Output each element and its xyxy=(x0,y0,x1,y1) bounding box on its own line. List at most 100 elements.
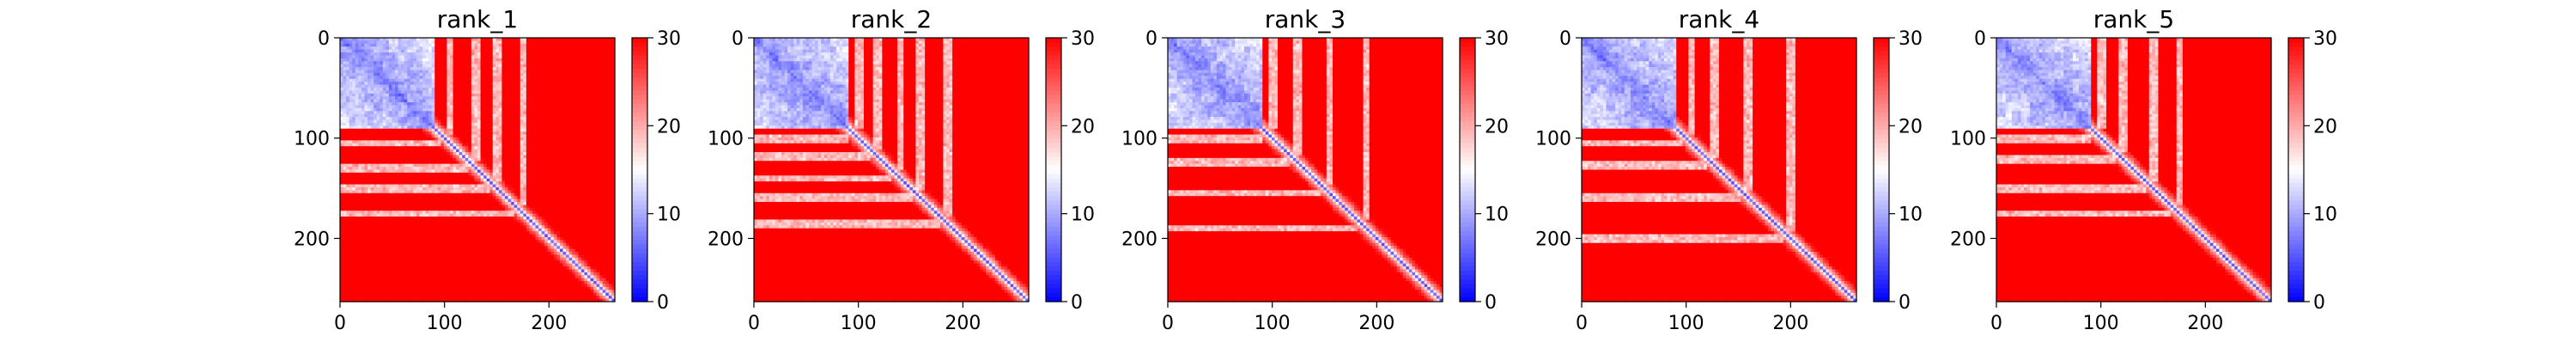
heatmap-cell xyxy=(508,129,512,132)
heatmap-cell xyxy=(529,140,532,143)
heatmap-cell xyxy=(599,55,603,58)
heatmap-cell xyxy=(383,100,386,103)
heatmap-cell xyxy=(542,70,545,74)
heatmap-cell xyxy=(371,46,374,50)
heatmap-cell xyxy=(395,94,398,97)
heatmap-cell xyxy=(447,137,450,141)
heatmap-cell xyxy=(355,85,359,89)
heatmap-cell xyxy=(386,76,389,79)
heatmap-cell xyxy=(517,94,520,97)
heatmap-cell xyxy=(352,96,355,100)
heatmap-cell xyxy=(587,58,591,62)
heatmap-cell xyxy=(520,88,524,91)
heatmap-cell xyxy=(395,111,398,114)
heatmap-cell xyxy=(575,114,579,118)
heatmap-cell xyxy=(572,96,575,100)
heatmap-cell xyxy=(404,64,408,68)
heatmap-cell xyxy=(465,46,469,50)
heatmap-cell xyxy=(343,125,347,129)
heatmap-cell xyxy=(548,123,551,126)
heatmap-cell xyxy=(514,111,518,114)
heatmap-cell xyxy=(544,70,548,74)
heatmap-cell xyxy=(483,38,487,41)
heatmap-cell xyxy=(569,129,573,132)
heatmap-cell xyxy=(508,117,512,120)
heatmap-cell xyxy=(361,44,365,47)
heatmap-cell xyxy=(352,114,355,118)
heatmap-cell xyxy=(392,90,395,94)
heatmap-cell xyxy=(459,143,463,147)
heatmap-cell xyxy=(523,52,526,56)
heatmap-cell xyxy=(508,100,512,103)
heatmap-cell xyxy=(609,135,612,138)
heatmap-cell xyxy=(358,96,361,100)
heatmap-cell xyxy=(508,143,512,147)
heatmap-cell xyxy=(380,102,383,106)
heatmap-cell xyxy=(364,38,368,41)
heatmap-cell xyxy=(413,58,416,62)
heatmap-cell xyxy=(426,135,429,138)
heatmap-cell xyxy=(554,146,557,150)
heatmap-cell xyxy=(523,114,526,118)
heatmap-cell xyxy=(591,79,594,82)
heatmap-cell xyxy=(481,52,484,56)
heatmap-cell xyxy=(368,61,371,64)
heatmap-cell xyxy=(374,120,377,124)
heatmap-cell xyxy=(501,38,505,41)
heatmap-cell xyxy=(587,79,591,82)
heatmap-cell xyxy=(346,120,349,124)
heatmap-cell xyxy=(419,125,422,129)
heatmap-cell xyxy=(560,135,563,138)
heatmap-cell xyxy=(529,137,532,141)
heatmap-cell xyxy=(377,131,380,135)
heatmap-cell xyxy=(599,76,603,79)
heatmap-cell xyxy=(523,79,526,82)
heatmap-cell xyxy=(343,44,347,47)
heatmap-cell xyxy=(392,137,395,141)
heatmap-cell xyxy=(505,61,508,64)
heatmap-cell xyxy=(523,70,526,74)
heatmap-cell xyxy=(380,137,383,141)
heatmap-cell xyxy=(438,117,441,120)
heatmap-cell xyxy=(465,76,469,79)
heatmap-cell xyxy=(581,108,585,112)
heatmap-cell xyxy=(380,44,383,47)
heatmap-cell xyxy=(456,58,459,62)
heatmap-cell xyxy=(591,117,594,120)
heatmap-cell xyxy=(591,146,594,150)
heatmap-cell xyxy=(434,105,438,108)
heatmap-cell xyxy=(597,46,600,50)
heatmap-cell xyxy=(440,137,444,141)
heatmap-cell xyxy=(569,46,573,50)
heatmap-cell xyxy=(422,82,426,85)
heatmap-cell xyxy=(459,146,463,150)
heatmap-cell xyxy=(523,131,526,135)
heatmap-cell xyxy=(584,44,587,47)
heatmap-cell xyxy=(422,40,426,44)
heatmap-cell xyxy=(444,123,447,126)
heatmap-cell xyxy=(426,111,429,114)
heatmap-cell xyxy=(401,94,404,97)
heatmap-cell xyxy=(563,111,567,114)
heatmap-cell xyxy=(542,64,545,68)
heatmap-cell xyxy=(358,140,361,143)
heatmap-cell xyxy=(508,111,512,114)
heatmap-cell xyxy=(489,96,493,100)
heatmap-cell xyxy=(477,38,481,41)
heatmap-cell xyxy=(368,70,371,74)
heatmap-cell xyxy=(404,94,408,97)
heatmap-cell xyxy=(410,105,414,108)
heatmap-cell xyxy=(495,123,499,126)
heatmap-cell xyxy=(471,40,475,44)
heatmap-cell xyxy=(489,52,493,56)
heatmap-cell xyxy=(456,100,459,103)
heatmap-cell xyxy=(355,55,359,58)
heatmap-cell xyxy=(493,55,496,58)
heatmap-cell xyxy=(544,111,548,114)
heatmap-cell xyxy=(578,76,581,79)
heatmap-cell xyxy=(529,58,532,62)
heatmap-cell xyxy=(520,123,524,126)
heatmap-cell xyxy=(346,105,349,108)
heatmap-cell xyxy=(407,135,410,138)
heatmap-cell xyxy=(432,125,435,129)
